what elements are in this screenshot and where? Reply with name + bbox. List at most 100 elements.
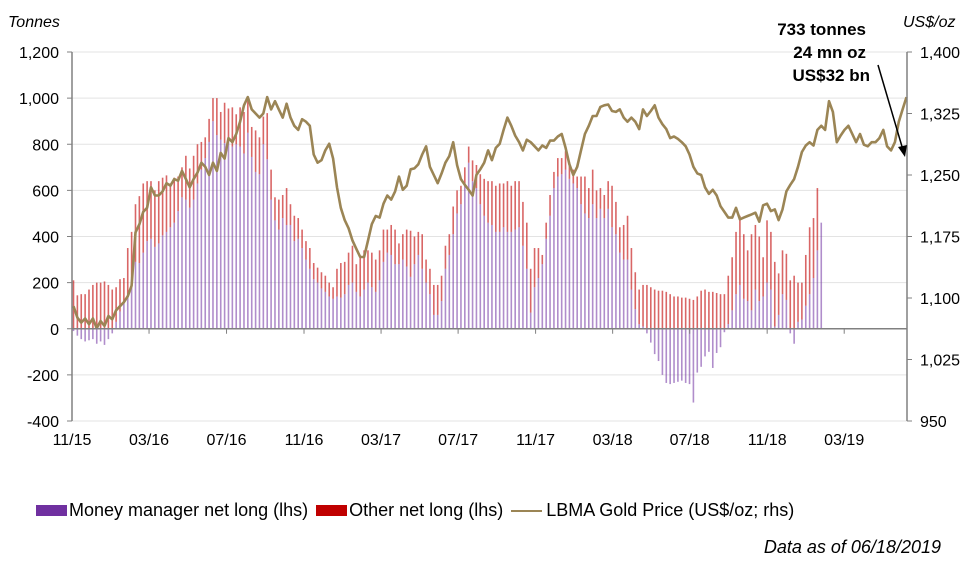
bar-money-manager	[239, 146, 241, 329]
left-tick-label: 200	[32, 276, 59, 293]
bar-money-manager	[312, 279, 315, 329]
bar-money-manager	[553, 188, 555, 329]
bar-other	[715, 293, 718, 329]
bar-other	[541, 254, 544, 265]
bar-money-manager	[328, 296, 331, 329]
bar-money-manager	[638, 324, 640, 329]
bar-money-manager	[642, 326, 644, 329]
bar-money-manager	[289, 224, 292, 329]
bar-money-manager	[208, 141, 210, 329]
left-tick-label: 1,200	[19, 45, 59, 62]
bar-money-manager	[781, 294, 784, 329]
x-tick-label: 03/19	[824, 432, 864, 449]
bar-other	[157, 181, 160, 244]
bar-money-manager	[92, 328, 94, 340]
bar-other	[669, 294, 671, 329]
bar-other	[677, 296, 679, 329]
bar-other	[332, 287, 334, 299]
bar-other	[479, 174, 482, 205]
bar-money-manager	[700, 328, 702, 367]
bar-other	[591, 169, 594, 205]
bar-money-manager	[402, 259, 404, 329]
bar-other	[421, 234, 423, 269]
bar-money-manager	[285, 224, 288, 329]
bar-money-manager	[680, 328, 683, 381]
bar-money-manager	[433, 314, 435, 329]
bar-money-manager	[708, 328, 710, 352]
bar-other	[727, 275, 730, 325]
x-tick-label: 11/15	[53, 432, 92, 449]
bar-money-manager	[483, 215, 485, 329]
bar-money-manager	[808, 294, 811, 329]
bar-other	[363, 250, 365, 290]
bar-other	[812, 218, 815, 279]
bar-money-manager	[444, 268, 447, 329]
bar-money-manager	[126, 294, 129, 329]
bar-other	[99, 282, 102, 329]
bar-other	[181, 167, 183, 198]
bar-money-manager	[340, 297, 342, 329]
bar-money-manager	[626, 259, 629, 329]
bar-other	[498, 183, 501, 232]
bar-money-manager	[448, 254, 451, 329]
left-tick-label: 400	[32, 230, 59, 247]
bar-money-manager	[673, 328, 675, 383]
bar-other	[464, 167, 466, 186]
bar-other	[444, 245, 447, 269]
bar-other	[587, 188, 590, 219]
bar-money-manager	[684, 328, 687, 383]
bar-other	[506, 181, 509, 232]
bar-money-manager	[250, 156, 253, 329]
bar-money-manager	[80, 328, 83, 340]
bar-money-manager	[495, 231, 497, 329]
bar-other	[200, 141, 203, 170]
bar-other	[595, 190, 598, 219]
bar-other	[243, 111, 245, 154]
bar-other	[770, 231, 772, 290]
bar-money-manager	[537, 278, 540, 329]
bar-other	[293, 215, 296, 242]
bar-other	[661, 290, 664, 329]
bar-other	[471, 160, 474, 182]
bar-money-manager	[692, 328, 695, 403]
bar-other	[708, 291, 710, 329]
bar-other	[309, 248, 311, 269]
bar-other	[483, 178, 485, 216]
bar-other	[266, 113, 269, 160]
bar-money-manager	[223, 143, 226, 329]
bar-money-manager	[405, 266, 408, 329]
bar-other	[731, 257, 733, 311]
bar-money-manager	[758, 301, 761, 329]
bar-other	[227, 108, 230, 138]
right-tick-label: 950	[920, 414, 947, 431]
bar-other	[452, 206, 454, 235]
bar-other	[750, 234, 753, 311]
bar-money-manager	[440, 301, 443, 329]
bar-other	[80, 294, 83, 329]
bar-other	[696, 296, 699, 329]
bar-money-manager	[735, 294, 737, 329]
bar-other	[216, 98, 218, 136]
bar-other	[347, 252, 350, 285]
bar-other	[580, 176, 582, 205]
bar-money-manager	[731, 310, 733, 329]
bar-money-manager	[766, 282, 768, 329]
gridlines	[72, 51, 907, 422]
bar-other	[95, 282, 98, 329]
bar-other	[785, 253, 788, 300]
bar-other	[599, 188, 602, 209]
bar-money-manager	[812, 278, 815, 329]
bar-other	[495, 185, 497, 232]
bar-other	[165, 175, 168, 232]
bar-other	[584, 176, 586, 214]
bar-other	[130, 231, 133, 279]
bar-money-manager	[568, 178, 571, 329]
bar-other	[773, 261, 776, 327]
bar-money-manager	[111, 328, 114, 334]
legend-swatch-money-manager	[36, 505, 67, 516]
bar-other	[657, 290, 660, 329]
bar-money-manager	[173, 222, 176, 329]
bar-money-manager	[677, 328, 679, 382]
bar-money-manager	[425, 282, 427, 329]
bar-other	[692, 299, 695, 329]
